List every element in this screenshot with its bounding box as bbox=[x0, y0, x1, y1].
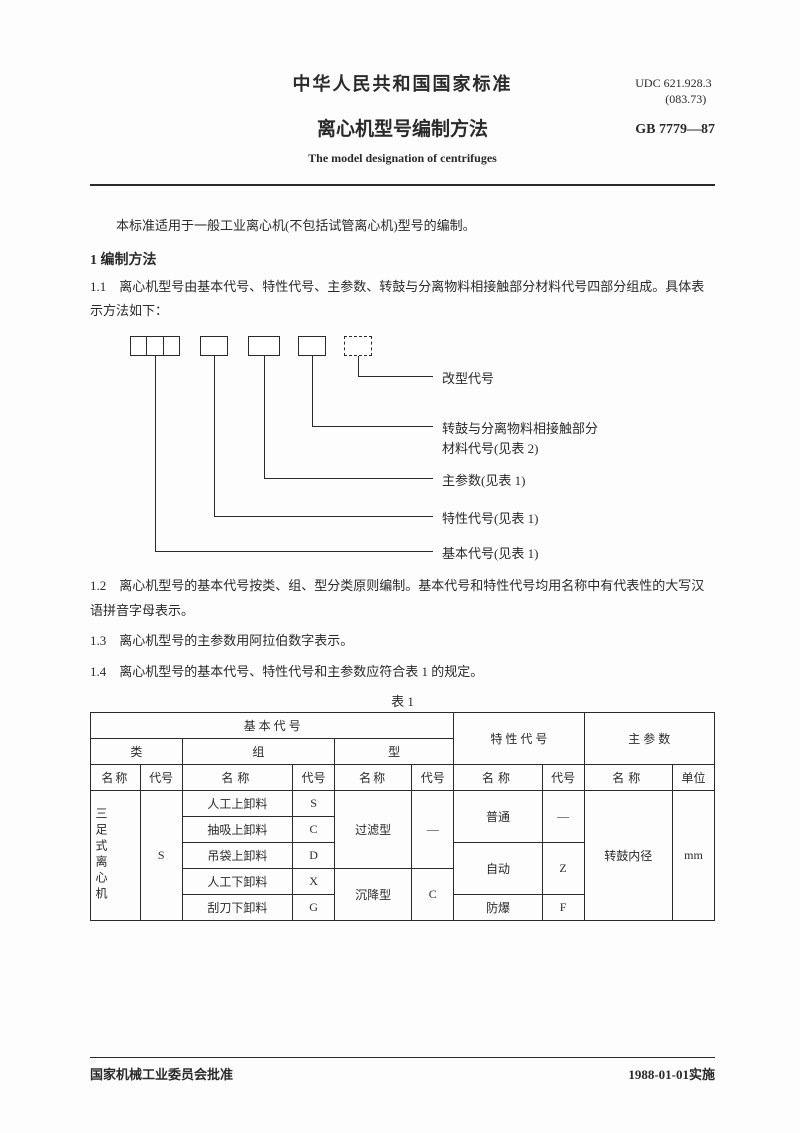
th-unit: 单位 bbox=[672, 764, 714, 790]
cell-tc1: — bbox=[412, 790, 454, 868]
country-title: 中华人民共和国国家标准 bbox=[90, 70, 715, 96]
gb-code: GB 7779—87 bbox=[635, 121, 715, 139]
designation-diagram: 改型代号 转鼓与分离物料相接触部分 材料代号(见表 2) 主参数(见表 1) 特… bbox=[130, 336, 715, 566]
footer-right: 1988-01-01实施 bbox=[628, 1064, 715, 1083]
clause-1-4: 1.4 离心机型号的基本代号、特性代号和主参数应符合表 1 的规定。 bbox=[90, 660, 715, 685]
th-type: 型 bbox=[335, 738, 454, 764]
cell-tc2: C bbox=[412, 868, 454, 920]
th-name-3: 名称 bbox=[359, 771, 387, 785]
cell-chc1: — bbox=[542, 790, 584, 842]
th-code-1: 代号 bbox=[140, 764, 182, 790]
cell-ch1: 普通 bbox=[454, 790, 542, 842]
table-1: 基 本 代 号 特 性 代 号 主 参 数 类 组 型 名称 代号 名称 代号 … bbox=[90, 712, 715, 921]
cell-gc3: D bbox=[293, 842, 335, 868]
th-code-3: 代号 bbox=[412, 764, 454, 790]
th-code-4: 代号 bbox=[542, 764, 584, 790]
th-param: 主 参 数 bbox=[584, 712, 714, 764]
th-name-2: 名称 bbox=[221, 771, 253, 785]
diagram-label-4: 特性代号(见表 1) bbox=[442, 508, 538, 527]
diagram-label-3: 主参数(见表 1) bbox=[442, 470, 525, 489]
th-group: 组 bbox=[182, 738, 334, 764]
cell-g3: 吊袋上卸料 bbox=[182, 842, 292, 868]
main-title: 离心机型号编制方法 bbox=[90, 114, 715, 141]
cell-gc4: X bbox=[293, 868, 335, 894]
page-footer: 国家机械工业委员会批准 1988-01-01实施 bbox=[90, 1051, 715, 1083]
th-basic: 基 本 代 号 bbox=[91, 712, 454, 738]
cell-chc3: F bbox=[542, 894, 584, 920]
th-name-1: 名称 bbox=[101, 771, 129, 785]
th-class: 类 bbox=[91, 738, 183, 764]
diagram-label-2b: 材料代号(见表 2) bbox=[442, 438, 538, 457]
cell-gc5: G bbox=[293, 894, 335, 920]
clause-1-3: 1.3 离心机型号的主参数用阿拉伯数字表示。 bbox=[90, 629, 715, 654]
cell-pname: 转鼓内径 bbox=[584, 790, 672, 920]
footer-rule bbox=[90, 1057, 715, 1058]
cell-gc1: S bbox=[293, 790, 335, 816]
th-char: 特 性 代 号 bbox=[454, 712, 584, 764]
udc-line1: UDC 621.928.3 bbox=[635, 76, 715, 92]
cell-ch3: 防爆 bbox=[454, 894, 542, 920]
clause-1-1: 1.1 离心机型号由基本代号、特性代号、主参数、转鼓与分离物料相接触部分材料代号… bbox=[90, 275, 715, 324]
section-1-title: 1 编制方法 bbox=[90, 249, 715, 269]
intro-text: 本标准适用于一般工业离心机(不包括试管离心机)型号的编制。 bbox=[90, 214, 715, 239]
cell-class-name: 三足式离心机 bbox=[93, 807, 110, 903]
cell-g1: 人工上卸料 bbox=[182, 790, 292, 816]
footer-left: 国家机械工业委员会批准 bbox=[90, 1064, 233, 1083]
cell-t1: 过滤型 bbox=[335, 790, 412, 868]
th-name-4: 名称 bbox=[482, 771, 514, 785]
cell-chc2: Z bbox=[542, 842, 584, 894]
clause-1-2: 1.2 离心机型号的基本代号按类、组、型分类原则编制。基本代号和特性代号均用名称… bbox=[90, 574, 715, 623]
cell-t2: 沉降型 bbox=[335, 868, 412, 920]
cell-gc2: C bbox=[293, 816, 335, 842]
table-1-caption: 表 1 bbox=[90, 691, 715, 710]
document-header: 中华人民共和国国家标准 UDC 621.928.3 (083.73) GB 77… bbox=[90, 70, 715, 166]
cell-ch2: 自动 bbox=[454, 842, 542, 894]
sub-title: The model designation of centrifuges bbox=[90, 151, 715, 166]
cell-class-code: S bbox=[140, 790, 182, 920]
cell-g2: 抽吸上卸料 bbox=[182, 816, 292, 842]
th-name-5: 名称 bbox=[612, 771, 644, 785]
cell-g5: 刮刀下卸料 bbox=[182, 894, 292, 920]
cell-g4: 人工下卸料 bbox=[182, 868, 292, 894]
diagram-label-1: 改型代号 bbox=[442, 368, 494, 387]
classification-codes: UDC 621.928.3 (083.73) GB 7779—87 bbox=[635, 76, 715, 139]
diagram-label-2a: 转鼓与分离物料相接触部分 bbox=[442, 418, 598, 437]
udc-line2: (083.73) bbox=[635, 92, 715, 108]
header-rule bbox=[90, 184, 715, 186]
diagram-label-5: 基本代号(见表 1) bbox=[442, 543, 538, 562]
cell-punit: mm bbox=[672, 790, 714, 920]
th-code-2: 代号 bbox=[293, 764, 335, 790]
